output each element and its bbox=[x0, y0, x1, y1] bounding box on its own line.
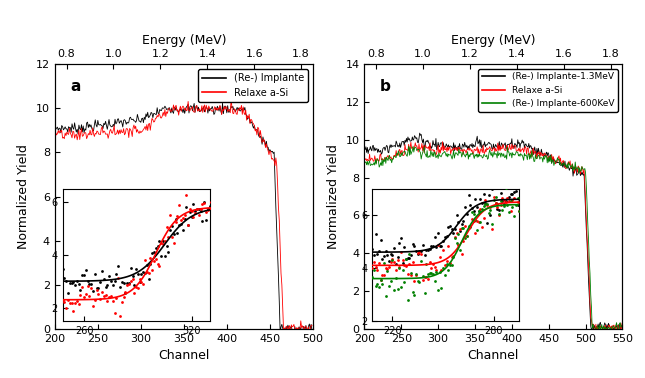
X-axis label: Channel: Channel bbox=[158, 349, 210, 362]
X-axis label: Energy (MeV): Energy (MeV) bbox=[451, 34, 536, 47]
Text: b: b bbox=[380, 79, 391, 94]
X-axis label: Energy (MeV): Energy (MeV) bbox=[141, 34, 226, 47]
Y-axis label: Normalized Yield: Normalized Yield bbox=[327, 144, 340, 249]
Legend: (Re-) Implante-1.3MeV, Relaxe a-Si, (Re-) Implante-600KeV: (Re-) Implante-1.3MeV, Relaxe a-Si, (Re-… bbox=[479, 69, 618, 112]
Y-axis label: Normalized Yield: Normalized Yield bbox=[17, 144, 30, 249]
X-axis label: Channel: Channel bbox=[468, 349, 519, 362]
Text: a: a bbox=[70, 79, 81, 94]
Legend: (Re-) Implante, Relaxe a-Si: (Re-) Implante, Relaxe a-Si bbox=[198, 69, 308, 102]
